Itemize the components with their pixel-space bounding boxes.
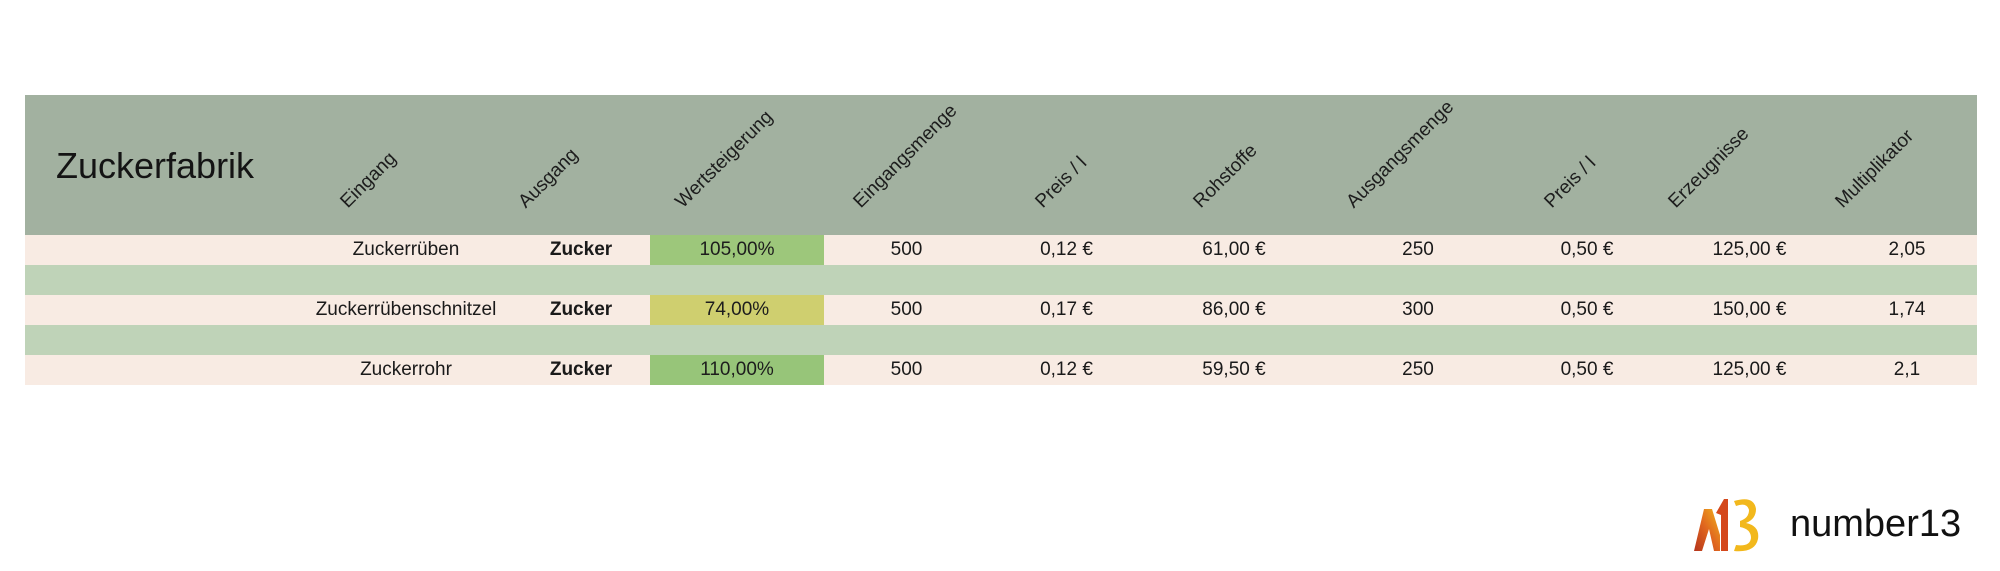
- cell-rohstoffe: 61,00 €: [1202, 239, 1266, 260]
- cell-preis-in: 0,17 €: [1040, 299, 1093, 320]
- row-separator: [25, 325, 1977, 355]
- logo-wordmark: number13: [1790, 503, 1962, 545]
- sugar-factory-table: Zuckerfabrik Eingang Ausgang Wertsteiger…: [25, 95, 1977, 385]
- row-separator: [25, 265, 1977, 295]
- cell-multiplikator: 2,1: [1893, 359, 1921, 380]
- cell-preis-in: 0,12 €: [1040, 359, 1093, 380]
- cell-ausgang: Zucker: [549, 359, 613, 380]
- cell-preis-out: 0,50 €: [1560, 359, 1614, 380]
- table-header: Zuckerfabrik Eingang Ausgang Wertsteiger…: [25, 95, 1977, 235]
- cell-eingangsmenge: 500: [890, 359, 923, 380]
- cell-ausgangsmenge: 250: [1402, 359, 1434, 380]
- cell-wertsteigerung: 105,00%: [650, 235, 824, 265]
- cell-eingang: Zuckerrüben: [352, 239, 460, 260]
- cell-ausgangsmenge: 250: [1402, 239, 1434, 260]
- cell-ausgangsmenge: 300: [1402, 299, 1434, 320]
- cell-preis-out: 0,50 €: [1560, 239, 1614, 260]
- table-row: Zuckerrübenschnitzel Zucker 74,00% 500 0…: [25, 295, 1977, 325]
- cell-erzeugnisse: 125,00 €: [1712, 359, 1787, 380]
- cell-erzeugnisse: 150,00 €: [1712, 299, 1787, 320]
- cell-multiplikator: 2,05: [1888, 239, 1926, 260]
- cell-preis-in: 0,12 €: [1040, 239, 1093, 260]
- cell-eingang: Zuckerrübenschnitzel: [315, 299, 497, 320]
- cell-ausgang: Zucker: [549, 239, 613, 260]
- cell-eingang: Zuckerrohr: [360, 359, 452, 380]
- cell-rohstoffe: 86,00 €: [1202, 299, 1266, 320]
- n13-logo-icon: [1694, 499, 1759, 552]
- number13-logo: number13: [1690, 495, 1980, 555]
- cell-eingangsmenge: 500: [890, 239, 923, 260]
- cell-preis-out: 0,50 €: [1560, 299, 1614, 320]
- cell-erzeugnisse: 125,00 €: [1712, 239, 1787, 260]
- page-title: Zuckerfabrik: [56, 145, 255, 186]
- cell-multiplikator: 1,74: [1888, 299, 1926, 320]
- cell-wertsteigerung: 110,00%: [650, 355, 824, 385]
- cell-eingangsmenge: 500: [890, 299, 923, 320]
- cell-rohstoffe: 59,50 €: [1202, 359, 1266, 380]
- cell-ausgang: Zucker: [549, 299, 613, 320]
- table-row: Zuckerrüben Zucker 105,00% 500 0,12 € 61…: [25, 235, 1977, 265]
- table-row: Zuckerrohr Zucker 110,00% 500 0,12 € 59,…: [25, 355, 1977, 385]
- cell-wertsteigerung: 74,00%: [650, 295, 824, 325]
